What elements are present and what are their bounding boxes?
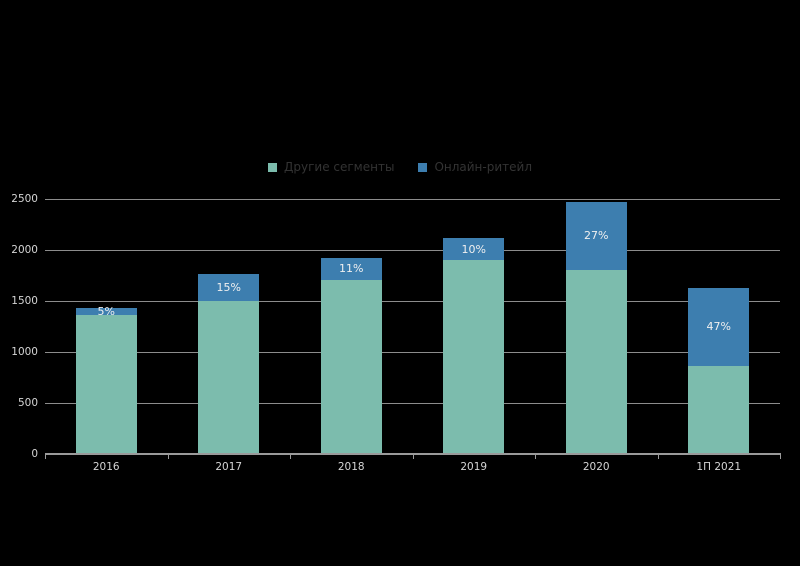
bar-segment-online: 47%	[688, 287, 750, 366]
y-tick-label: 2000	[11, 244, 38, 256]
x-tick-label: 2018	[337, 461, 365, 473]
x-tick-label: 2017	[215, 461, 243, 473]
bar-2019: 10%	[443, 238, 505, 454]
bar-value-label: 27%	[584, 229, 609, 243]
bar-segment-online: 27%	[565, 202, 627, 270]
legend-swatch-icon	[418, 162, 428, 172]
bar-segment-online: 11%	[320, 258, 382, 280]
bar-segment-other	[688, 365, 750, 454]
bar-value-label: 11%	[339, 262, 364, 276]
legend-item-label: Другие сегменты	[284, 160, 395, 174]
x-tick-label: 2019	[460, 461, 488, 473]
gridline-y-500	[45, 403, 780, 404]
x-axis-tick	[290, 455, 291, 459]
gridline-y-2500	[45, 199, 780, 200]
y-tick-label: 0	[31, 448, 38, 460]
bar-2016: 5%	[75, 305, 137, 454]
bar-2018: 11%	[320, 258, 382, 454]
x-axis-tick	[658, 455, 659, 459]
bar-value-label: 5%	[97, 305, 115, 319]
bar-segment-online: 10%	[443, 238, 505, 260]
x-axis-tick	[780, 455, 781, 459]
bar-segment-other	[198, 301, 260, 454]
x-axis-line	[45, 453, 781, 455]
gridline-y-1500	[45, 301, 780, 302]
bar-segment-other	[565, 269, 627, 454]
y-tick-label: 1000	[11, 346, 38, 358]
x-axis-tick	[535, 455, 536, 459]
bar-segment-other	[75, 315, 137, 454]
y-tick-label: 500	[17, 397, 38, 409]
bar-segment-online: 5%	[75, 305, 137, 319]
legend-swatch-icon	[268, 162, 277, 172]
x-axis-tick	[45, 455, 46, 459]
y-tick-label: 1500	[11, 295, 38, 307]
gridline-y-1000	[45, 352, 780, 353]
x-tick-label: 2016	[92, 461, 120, 473]
bar-1П 2021: 47%	[688, 287, 750, 454]
x-tick-label: 2020	[582, 461, 610, 473]
chart-legend: Другие сегменты Онлайн-ритейл	[0, 160, 800, 174]
legend-item-1: Онлайн-ритейл	[418, 160, 532, 174]
gridline-y-2000	[45, 250, 780, 251]
bar-segment-other	[443, 259, 505, 454]
bar-segment-online: 15%	[198, 273, 260, 301]
legend-item-label: Онлайн-ритейл	[434, 160, 532, 174]
plot-area: 5% 15% 11% 10% 27% 47%	[45, 199, 780, 454]
legend-item-0: Другие сегменты	[268, 160, 394, 174]
bar-2017: 15%	[198, 273, 260, 454]
x-axis-tick	[413, 455, 414, 459]
bar-2020: 27%	[565, 202, 627, 454]
x-tick-label: 1П 2021	[696, 461, 742, 473]
bar-value-label: 10%	[461, 242, 486, 256]
bar-value-label: 15%	[216, 280, 241, 294]
bar-value-label: 47%	[706, 320, 731, 334]
bar-segment-other	[320, 279, 382, 454]
y-tick-label: 2500	[11, 193, 38, 205]
x-axis-tick	[168, 455, 169, 459]
